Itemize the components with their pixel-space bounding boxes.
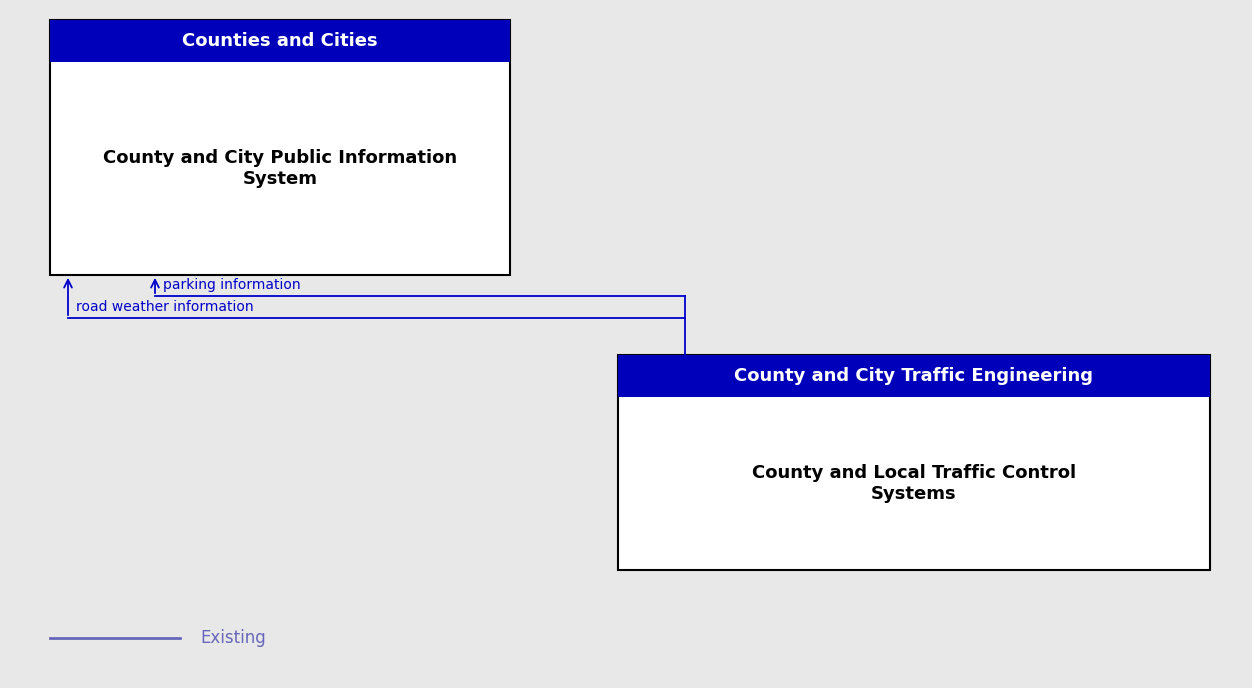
Bar (50, 20, 510, 275)
Text: Counties and Cities: Counties and Cities (183, 32, 378, 50)
Text: County and Local Traffic Control
Systems: County and Local Traffic Control Systems (752, 464, 1075, 503)
Bar (618, 355, 1209, 570)
Bar (50, 20, 510, 62)
Text: parking information: parking information (163, 278, 300, 292)
Text: road weather information: road weather information (76, 300, 254, 314)
Text: County and City Public Information
System: County and City Public Information Syste… (103, 149, 457, 188)
Text: Existing: Existing (200, 629, 265, 647)
Bar (618, 355, 1209, 397)
Text: County and City Traffic Engineering: County and City Traffic Engineering (735, 367, 1093, 385)
